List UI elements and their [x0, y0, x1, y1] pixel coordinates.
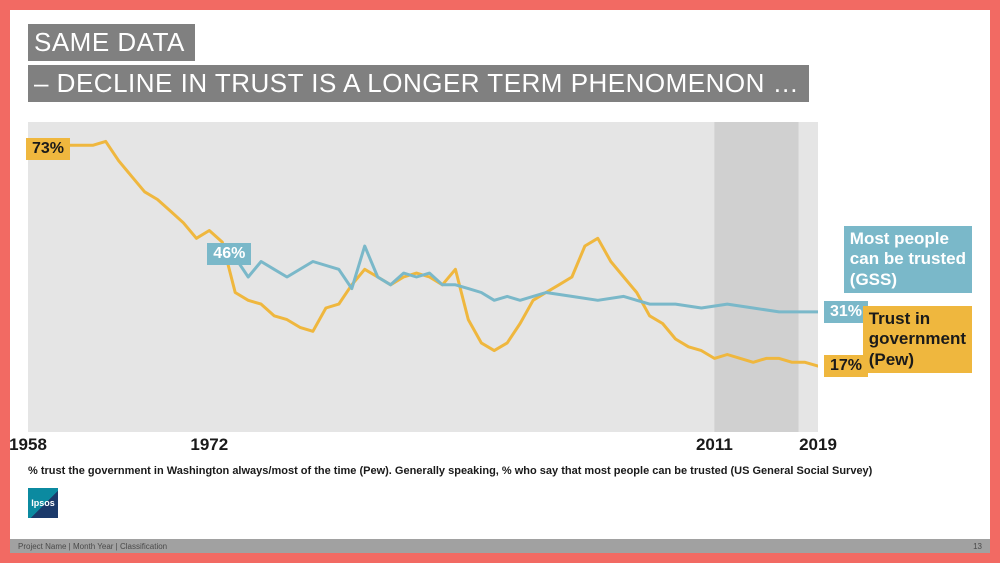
legend-pew: Trust ingovernment(Pew): [863, 306, 972, 373]
footer-bar: Project Name | Month Year | Classificati…: [10, 539, 990, 553]
logo-text: Ipsos: [31, 498, 55, 508]
x-tick-2019: 2019: [799, 435, 837, 455]
footer-left: Project Name | Month Year | Classificati…: [18, 542, 167, 551]
trust-chart: 73% 17% 46% 31%Trust ingovernment(Pew) Most …: [28, 122, 972, 432]
x-tick-2011: 2011: [696, 435, 733, 455]
x-tick-1972: 1972: [190, 435, 228, 455]
x-axis-labels: 1958197220112019: [28, 435, 972, 457]
chart-svg: [28, 122, 818, 432]
x-tick-1958: 1958: [9, 435, 47, 455]
chart-caption: % trust the government in Washington alw…: [28, 465, 872, 477]
title-line-1: SAME DATA: [28, 24, 195, 61]
footer-page-number: 13: [973, 542, 982, 551]
title-block: SAME DATA – DECLINE IN TRUST IS A LONGER…: [28, 24, 809, 106]
slide-frame: SAME DATA – DECLINE IN TRUST IS A LONGER…: [0, 0, 1000, 563]
label-pew-end: 17%: [824, 355, 868, 377]
title-line-2: – DECLINE IN TRUST IS A LONGER TERM PHEN…: [28, 65, 809, 102]
label-gss-start: 46%: [207, 243, 251, 265]
label-gss-end: 31%: [824, 301, 868, 323]
label-pew-start: 73%: [26, 138, 70, 160]
legend-gss: Most peoplecan be trusted(GSS): [844, 226, 972, 293]
ipsos-logo: Ipsos: [28, 488, 58, 518]
